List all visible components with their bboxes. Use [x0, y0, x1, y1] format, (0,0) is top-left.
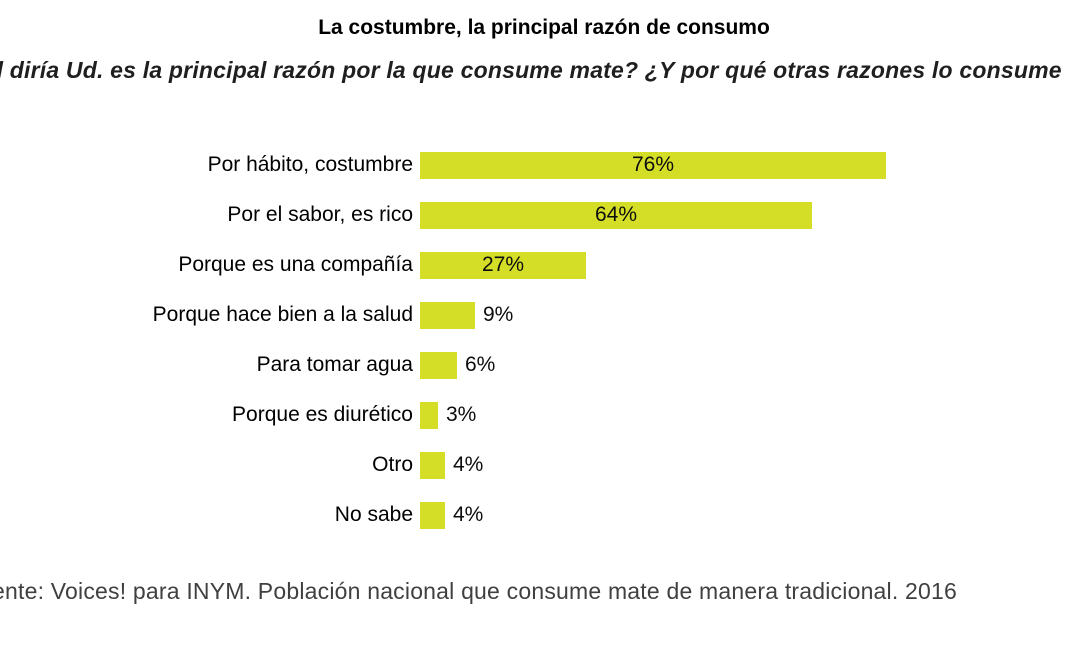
chart-row: Porque es una compañía 27%	[16, 240, 1076, 290]
value-label: 4%	[453, 503, 484, 526]
bar	[420, 351, 457, 379]
category-label: Porque es diurético	[232, 403, 413, 426]
bar-track: 6%	[420, 351, 1076, 379]
value-label: 4%	[453, 453, 484, 476]
chart-row: Por hábito, costumbre 76%	[16, 140, 1076, 190]
bar-track: 4%	[420, 451, 1076, 479]
chart-row: Otro 4%	[16, 440, 1076, 490]
category-label: Porque es una compañía	[178, 253, 413, 276]
value-label: 3%	[446, 403, 477, 426]
category-label: Por el sabor, es rico	[227, 203, 413, 226]
bar	[420, 301, 475, 329]
bar-track: 64%	[420, 201, 1076, 229]
bar	[420, 451, 445, 479]
bar	[420, 501, 445, 529]
chart-row: Porque hace bien a la salud 9%	[16, 290, 1076, 340]
chart-subtitle-question: il diría Ud. es la principal razón por l…	[0, 57, 1062, 83]
chart-title: La costumbre, la principal razón de cons…	[318, 16, 770, 39]
chart-row: Por el sabor, es rico 64%	[16, 190, 1076, 240]
chart-row: Porque es diurético 3%	[16, 390, 1076, 440]
horizontal-bar-chart: Por hábito, costumbre 76% Por el sabor, es…	[16, 140, 1076, 540]
bar: 76%	[420, 151, 886, 179]
category-label: No sabe	[334, 503, 413, 526]
source-note: ente: Voices! para INYM. Población nacio…	[0, 578, 958, 604]
bar-track: 3%	[420, 401, 1076, 429]
bar-track: 27%	[420, 251, 1076, 279]
value-label: 27%	[481, 253, 525, 276]
category-label: Otro	[372, 453, 413, 476]
chart-row: Para tomar agua 6%	[16, 340, 1076, 390]
value-label: 9%	[483, 303, 514, 326]
bar: 64%	[420, 201, 812, 229]
value-label: 6%	[465, 353, 496, 376]
bar-track: 76%	[420, 151, 1076, 179]
category-label: Porque hace bien a la salud	[152, 303, 413, 326]
chart-row: No sabe 4%	[16, 490, 1076, 540]
bar-track: 9%	[420, 301, 1076, 329]
bar	[420, 401, 438, 429]
category-label: Para tomar agua	[256, 353, 413, 376]
category-label: Por hábito, costumbre	[207, 153, 413, 176]
bar-track: 4%	[420, 501, 1076, 529]
value-label: 76%	[631, 153, 675, 176]
value-label: 64%	[594, 203, 638, 226]
bar: 27%	[420, 251, 586, 279]
